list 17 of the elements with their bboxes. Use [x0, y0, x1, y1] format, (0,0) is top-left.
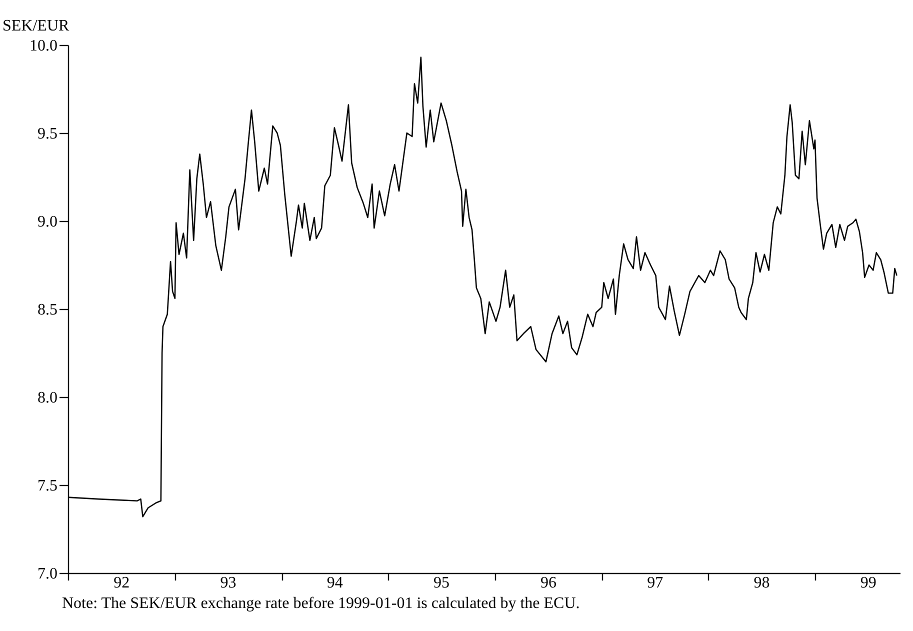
y-tick-label: 9.0	[38, 214, 58, 230]
x-tick-label: 95	[434, 574, 450, 592]
x-tick-label: 99	[860, 574, 876, 592]
text: Note: The SEK/EUR exchange rate before 1999-01-01 is calculated by the ECU.	[62, 595, 580, 612]
x-tick-label: 94	[326, 574, 343, 592]
y-tick-label: 8.0	[38, 390, 58, 406]
x-tick-label: 98	[754, 574, 770, 592]
y-tick-label: 9.5	[38, 126, 58, 142]
x-tick-label: 97	[647, 574, 664, 592]
y-tick-label: 7.5	[38, 478, 58, 494]
x-tick-label: 96	[540, 574, 556, 592]
x-tick-label: 92	[114, 574, 130, 592]
y-tick-label: 10.0	[30, 38, 58, 54]
x-tick-label: 93	[220, 574, 236, 592]
y-tick-label: 7.0	[38, 566, 58, 582]
y-axis-title: SEK/EUR	[2, 18, 70, 34]
y-tick-label: 8.5	[38, 302, 58, 318]
